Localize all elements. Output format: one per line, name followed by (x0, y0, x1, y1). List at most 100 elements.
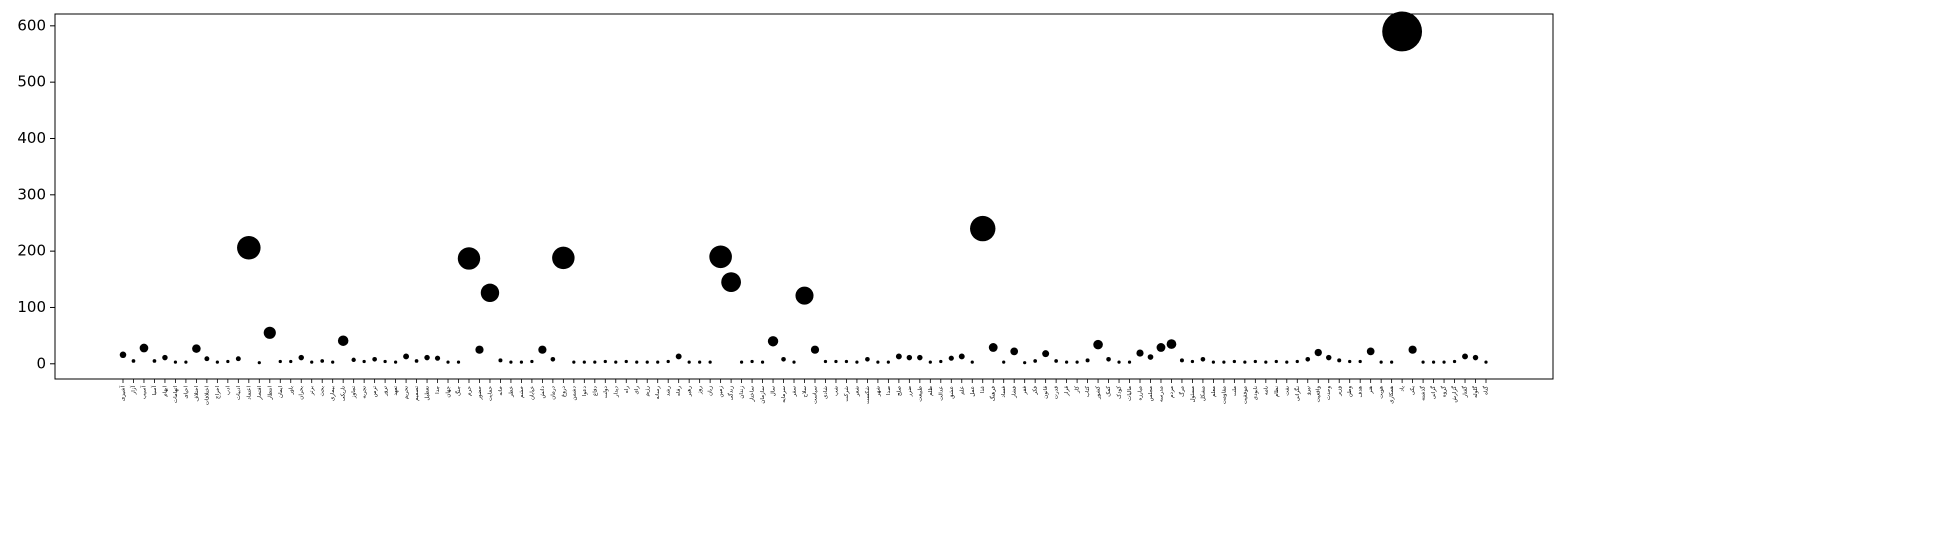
x-tick-label: سفر (792, 386, 798, 398)
x-tick-label: برتر (309, 386, 315, 397)
x-tick-label: خانه (498, 386, 504, 396)
x-tick-label: ساختار (750, 386, 756, 403)
x-tick-label: حرم (466, 386, 472, 396)
point (1093, 339, 1103, 350)
point (1211, 360, 1215, 364)
point (572, 360, 576, 364)
x-tick-label: همکاری (1388, 386, 1395, 404)
x-tick-label: هویت (1379, 386, 1385, 399)
x-tick-label: صدا (886, 386, 892, 395)
x-tick-label: ابهام (162, 386, 168, 397)
x-tick-label: تعهد (393, 386, 399, 396)
point (721, 272, 741, 292)
point (988, 343, 998, 352)
point (781, 356, 786, 362)
x-tick-label: مالیات (1127, 386, 1133, 401)
point (666, 359, 670, 364)
x-tick-label: شهر (875, 386, 881, 398)
point (767, 336, 779, 347)
point (1462, 353, 1468, 360)
point (509, 360, 513, 364)
x-tick-label: آشپزی (120, 386, 127, 402)
x-tick-label: تحریم (404, 386, 410, 400)
point (257, 361, 261, 365)
x-tick-label: غذا (980, 386, 986, 393)
x-tick-label: خطر (508, 386, 514, 398)
point (1156, 343, 1166, 352)
x-tick-label: عدالت (938, 386, 944, 401)
point (1065, 360, 1069, 364)
point (237, 235, 261, 260)
x-tick-label: عمل (970, 386, 976, 397)
point (635, 360, 639, 364)
x-tick-label: یاد (1400, 386, 1406, 392)
point (792, 360, 796, 364)
point (298, 354, 304, 361)
point (1085, 358, 1090, 363)
point (582, 360, 586, 364)
point (235, 356, 241, 362)
x-tick-label: مدرسه (1158, 386, 1164, 402)
x-tick-label: شعر (854, 386, 860, 398)
x-tick-label: ایمان (278, 386, 284, 398)
x-tick-label: طبیعت (917, 386, 923, 402)
y-tick-label: 200 (17, 242, 46, 260)
x-tick-label: ترور (383, 386, 389, 397)
x-tick-label: خیابان (529, 386, 535, 400)
x-tick-label: گلوله (1472, 386, 1479, 398)
x-tick-label: آسیا (151, 386, 158, 396)
x-tick-label: اخراج (215, 386, 221, 400)
point (1452, 359, 1457, 364)
point (552, 246, 575, 270)
x-tick-label: بحران (299, 386, 305, 400)
point (876, 360, 880, 364)
x-tick-label: زبان (708, 386, 714, 396)
x-tick-label: شکست (864, 386, 871, 404)
x-tick-label: بیماری (330, 386, 336, 401)
x-tick-label: تجربه (362, 386, 368, 399)
point (1106, 356, 1111, 362)
point (1382, 11, 1423, 52)
point (1472, 354, 1479, 361)
point (1253, 359, 1257, 364)
x-tick-label: رهبر (687, 386, 693, 398)
plot-frame (54, 13, 1554, 380)
x-tick-label: دشمن (571, 385, 577, 400)
x-tick-label: کتاب (1084, 386, 1091, 398)
x-tick-label: وطن (1347, 386, 1353, 398)
x-tick-label: تعطیل (425, 386, 431, 401)
y-tick-label: 300 (17, 185, 46, 203)
point (1314, 348, 1322, 357)
x-tick-label: زمین (718, 386, 724, 398)
y-tick-label: 500 (17, 73, 46, 91)
point (119, 351, 127, 359)
point (1431, 360, 1436, 364)
point (215, 360, 219, 364)
point (823, 359, 828, 364)
x-tick-label: کشور (1095, 386, 1102, 400)
y-tick-label: 600 (17, 16, 46, 34)
x-tick-label: قدرت (1054, 386, 1060, 400)
point (434, 355, 441, 361)
point (970, 360, 974, 364)
x-tick-label: مقاومت (1221, 386, 1227, 404)
point (475, 345, 484, 354)
point (1484, 360, 1488, 364)
point (1023, 361, 1027, 365)
x-tick-label: زندان (739, 386, 745, 399)
x-tick-label: هدف (1358, 386, 1364, 398)
point (958, 353, 965, 360)
x-tick-label: دیدار (613, 385, 619, 398)
point (152, 359, 157, 363)
point (834, 359, 838, 364)
x-tick-label: روز (697, 386, 703, 395)
point (331, 360, 335, 364)
point (855, 360, 859, 364)
point (1127, 360, 1132, 364)
x-tick-label: جنگ (455, 386, 462, 396)
point (1348, 359, 1352, 364)
point (403, 353, 410, 360)
x-tick-label: ترس (372, 386, 378, 398)
point (895, 353, 902, 360)
